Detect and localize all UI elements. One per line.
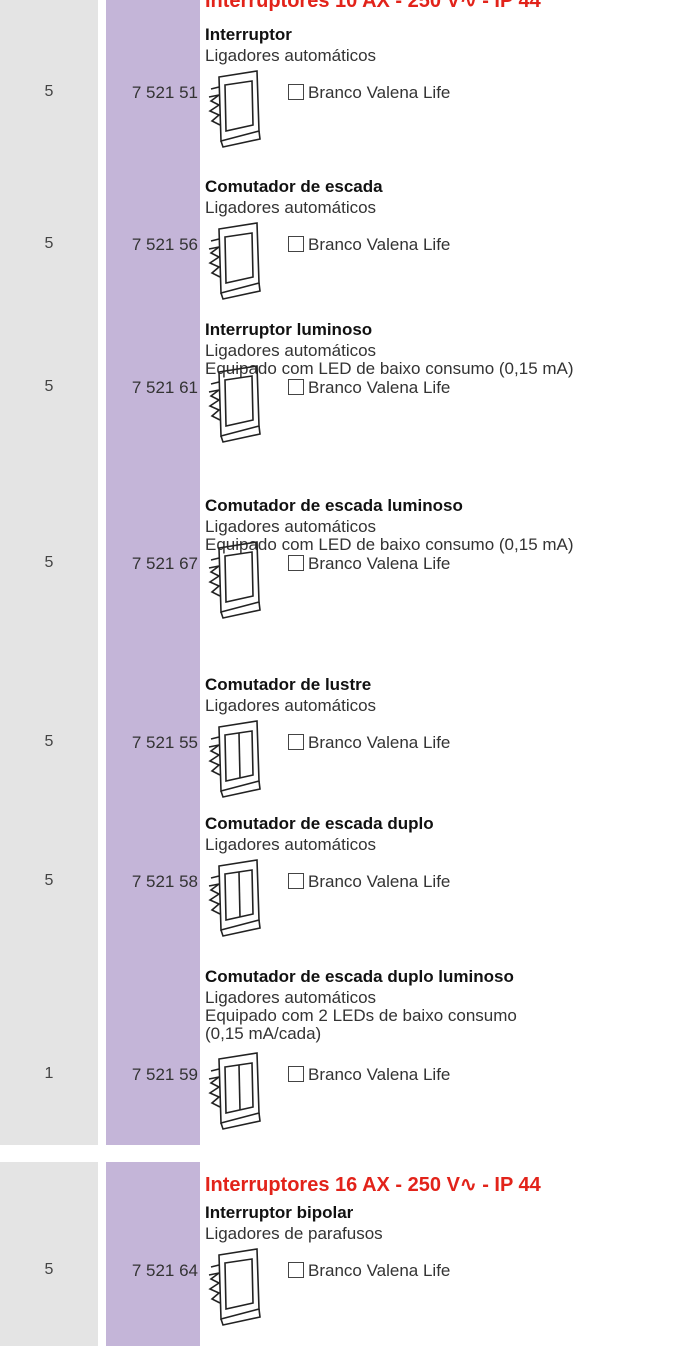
reference-column <box>106 1162 200 1346</box>
item-title: Interruptor luminoso <box>205 320 373 339</box>
finish-option: Branco Valena Life <box>288 872 450 892</box>
quantity-column <box>0 1162 98 1346</box>
item-title: Comutador de lustre <box>205 675 372 694</box>
finish-option: Branco Valena Life <box>288 1065 450 1085</box>
item-description: Ligadores automáticos <box>205 835 377 854</box>
quantity: 5 <box>44 872 54 889</box>
item-description: Ligadores automáticos <box>205 988 377 1007</box>
product-icon <box>208 70 261 148</box>
item-description: Equipado com LED de baixo consumo (0,15 … <box>205 359 574 378</box>
quantity-column <box>0 0 98 1145</box>
product-icon <box>208 222 261 300</box>
finish-option: Branco Valena Life <box>288 554 450 574</box>
item-description: Ligadores automáticos <box>205 198 377 217</box>
product-icon <box>208 720 261 798</box>
reference: 7 521 58 <box>131 872 198 891</box>
product-icon <box>208 859 261 937</box>
reference: 7 521 55 <box>131 733 198 752</box>
product-icon <box>208 365 261 443</box>
item-title: Interruptor <box>205 25 292 44</box>
quantity: 5 <box>44 733 54 750</box>
quantity: 5 <box>44 554 54 571</box>
finish-option: Branco Valena Life <box>288 83 450 103</box>
item-title: Comutador de escada duplo <box>205 814 434 833</box>
quantity: 5 <box>44 235 54 252</box>
section-heading: Interruptores 10 AX - 250 V∿ - IP 44 <box>205 0 541 12</box>
reference: 7 521 56 <box>131 235 198 254</box>
finish-option: Branco Valena Life <box>288 378 450 398</box>
reference: 7 521 61 <box>131 378 198 397</box>
item-title: Comutador de escada duplo luminoso <box>205 967 514 986</box>
quantity: 5 <box>44 1261 54 1278</box>
item-title: Comutador de escada <box>205 177 383 196</box>
item-description: Equipado com 2 LEDs de baixo consumo <box>205 1006 517 1025</box>
item-title: Interruptor bipolar <box>205 1203 354 1222</box>
quantity: 5 <box>44 378 54 395</box>
reference: 7 521 64 <box>131 1261 198 1280</box>
reference: 7 521 51 <box>131 83 198 102</box>
reference-column <box>106 0 200 1145</box>
product-icon <box>208 541 261 619</box>
item-description: Equipado com LED de baixo consumo (0,15 … <box>205 535 574 554</box>
finish-option: Branco Valena Life <box>288 235 450 255</box>
finish-option: Branco Valena Life <box>288 733 450 753</box>
item-description: Ligadores automáticos <box>205 696 377 715</box>
reference: 7 521 67 <box>131 554 198 573</box>
product-icon <box>208 1052 261 1130</box>
quantity: 1 <box>44 1065 54 1082</box>
quantity: 5 <box>44 83 54 100</box>
reference: 7 521 59 <box>131 1065 198 1084</box>
item-title: Comutador de escada luminoso <box>205 496 463 515</box>
item-description: Ligadores automáticos <box>205 46 377 65</box>
finish-option: Branco Valena Life <box>288 1261 450 1281</box>
item-description: (0,15 mA/cada) <box>205 1024 322 1043</box>
item-description: Ligadores de parafusos <box>205 1224 383 1243</box>
product-icon <box>208 1248 261 1326</box>
item-description: Ligadores automáticos <box>205 341 377 360</box>
section-heading: Interruptores 16 AX - 250 V∿ - IP 44 <box>205 1174 541 1196</box>
item-description: Ligadores automáticos <box>205 517 377 536</box>
